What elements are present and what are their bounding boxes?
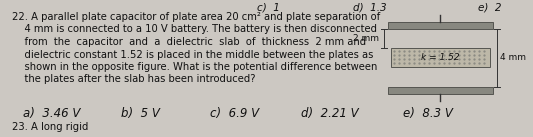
Text: 23. A long rigid: 23. A long rigid [12,122,88,132]
Text: shown in the opposite figure. What is the potential difference between: shown in the opposite figure. What is th… [12,62,377,72]
Text: c)  1: c) 1 [256,3,279,13]
Text: the plates after the slab has been introduced?: the plates after the slab has been intro… [12,75,255,85]
Text: 2 mm: 2 mm [353,34,379,43]
Text: e)  2: e) 2 [478,3,502,13]
Text: 4 mm: 4 mm [500,54,526,62]
Text: d)  2.21 V: d) 2.21 V [301,107,359,120]
Text: k = 1.52: k = 1.52 [421,53,460,62]
Text: from  the  capacitor  and  a  dielectric  slab  of  thickness  2 mm and: from the capacitor and a dielectric slab… [12,37,366,47]
Bar [391,48,490,67]
Text: 4 mm is connected to a 10 V battery. The battery is then disconnected: 4 mm is connected to a 10 V battery. The… [12,25,377,35]
Text: c)  6.9 V: c) 6.9 V [211,107,260,120]
Text: dielectric constant 1.52 is placed in the middle between the plates as: dielectric constant 1.52 is placed in th… [12,49,374,59]
Text: d)  1.3: d) 1.3 [353,3,387,13]
Bar [388,87,493,94]
Text: b)  5 V: b) 5 V [120,107,159,120]
Bar [388,22,493,29]
Text: a)  3.46 V: a) 3.46 V [23,107,80,120]
Text: e)  8.3 V: e) 8.3 V [403,107,453,120]
Text: 22. A parallel plate capacitor of plate area 20 cm² and plate separation of: 22. A parallel plate capacitor of plate … [12,12,380,22]
